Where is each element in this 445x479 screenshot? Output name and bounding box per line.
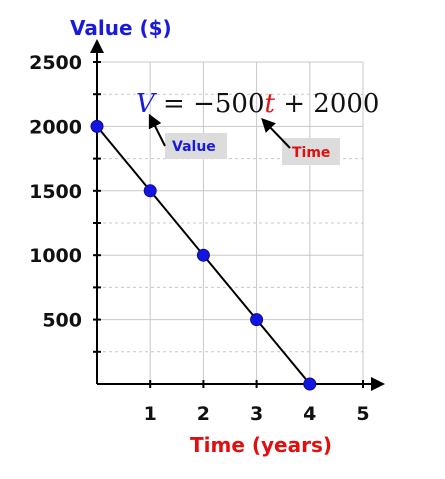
grid bbox=[97, 61, 364, 384]
equation-var-t: t bbox=[265, 89, 276, 119]
x-tick-label: 1 bbox=[144, 403, 157, 425]
annotation-value-box bbox=[165, 133, 227, 159]
y-tick-label: 1500 bbox=[29, 181, 82, 203]
y-axis-label: Value ($) bbox=[70, 16, 172, 40]
x-tick-label: 5 bbox=[356, 403, 369, 425]
x-tick-label: 3 bbox=[250, 403, 263, 425]
annotation-value: Value bbox=[148, 113, 227, 159]
data-points bbox=[90, 119, 317, 391]
tick-labels: 1 2 3 4 5 500 1000 1500 2000 2500 bbox=[29, 52, 370, 425]
annotation-time: Time bbox=[261, 117, 340, 165]
y-tick-label: 2000 bbox=[29, 116, 82, 138]
data-point bbox=[303, 377, 317, 391]
annotation-value-arrow bbox=[148, 113, 166, 147]
annotation-time-box bbox=[282, 138, 340, 165]
data-point bbox=[143, 184, 157, 198]
data-point bbox=[250, 313, 264, 327]
data-point bbox=[90, 119, 104, 133]
equation-middle: = −500 bbox=[155, 89, 265, 119]
x-axis-label: Time (years) bbox=[190, 433, 332, 457]
x-tick-label: 2 bbox=[197, 403, 210, 425]
equation-var-v: V bbox=[136, 89, 157, 119]
y-tick-label: 500 bbox=[42, 310, 82, 332]
annotation-value-label: Value bbox=[172, 139, 216, 155]
annotation-time-label: Time bbox=[292, 145, 330, 161]
axes bbox=[90, 39, 385, 391]
y-tick-label: 1000 bbox=[29, 245, 82, 267]
data-point bbox=[196, 248, 210, 262]
equation-tail: + 2000 bbox=[275, 89, 379, 119]
x-tick-label: 4 bbox=[303, 403, 316, 425]
y-tick-label: 2500 bbox=[29, 52, 82, 74]
equation: V = −500t + 2000 bbox=[136, 89, 379, 119]
annotation-time-arrow bbox=[261, 117, 291, 149]
